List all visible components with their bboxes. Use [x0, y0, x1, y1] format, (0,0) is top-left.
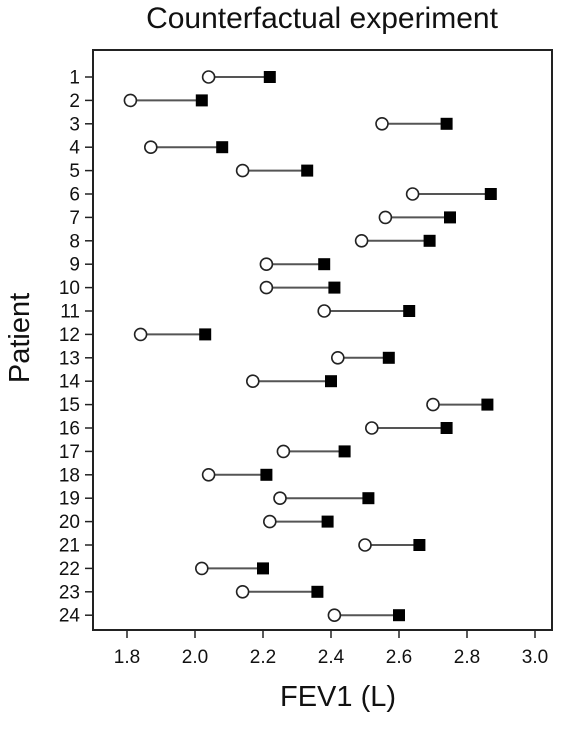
y-tick-label: 10 — [59, 278, 80, 299]
y-tick-label: 5 — [69, 161, 80, 182]
open-circle-point — [201, 467, 216, 482]
filled-square-point — [481, 398, 494, 411]
open-circle-point — [354, 234, 369, 248]
open-circle-point — [123, 93, 138, 108]
x-tick-label: 3.0 — [522, 647, 548, 668]
filled-square-point — [318, 258, 331, 271]
filled-square-point — [301, 164, 314, 177]
open-circle-point — [330, 350, 345, 365]
y-tick-label: 9 — [69, 255, 80, 276]
filled-square-point — [440, 422, 453, 434]
filled-square-point — [413, 539, 426, 551]
x-tick-label: 2.2 — [250, 647, 276, 668]
filled-square-point — [311, 585, 324, 598]
filled-square-point — [338, 445, 351, 458]
y-tick-label: 16 — [59, 419, 80, 440]
y-tick-label: 11 — [60, 302, 80, 323]
open-circle-point — [317, 304, 332, 318]
filled-square-point — [195, 94, 208, 107]
x-tick-label: 1.8 — [114, 647, 140, 668]
y-tick-label: 20 — [59, 512, 80, 533]
open-circle-point — [259, 280, 274, 295]
y-tick-label: 15 — [59, 395, 80, 416]
open-circle-point — [133, 327, 148, 342]
filled-square-point — [257, 562, 269, 575]
y-tick-label: 21 — [59, 536, 80, 557]
open-circle-point — [375, 117, 389, 131]
filled-square-point — [216, 141, 229, 154]
open-circle-point — [235, 163, 250, 178]
open-circle-point — [276, 444, 291, 459]
open-circle-point — [405, 187, 420, 201]
open-circle-point — [358, 538, 372, 552]
open-circle-point — [273, 491, 287, 506]
x-tick-label: 2.6 — [386, 647, 412, 668]
filled-square-point — [263, 71, 276, 83]
y-tick-label: 24 — [59, 606, 81, 627]
y-tick-label: 13 — [59, 348, 80, 369]
x-axis: 1.8 2.0 2.2 2.4 2.6 2.8 3.0 — [114, 630, 548, 668]
filled-square-point — [199, 328, 212, 341]
open-circle-point — [364, 421, 379, 435]
y-tick-label: 7 — [69, 208, 80, 229]
filled-square-point — [328, 281, 341, 294]
filled-square-point — [440, 117, 453, 130]
y-axis-label: Patient — [4, 293, 36, 383]
x-tick-label: 2.4 — [318, 647, 345, 668]
y-tick-label: 3 — [69, 114, 80, 135]
open-circle-point — [378, 210, 393, 225]
filled-square-point — [325, 375, 337, 388]
filled-square-point — [423, 234, 436, 247]
y-tick-label: 18 — [59, 465, 80, 486]
y-tick-label: 23 — [59, 582, 80, 603]
y-tick-label: 12 — [59, 325, 80, 346]
y-tick-label: 19 — [59, 489, 80, 510]
open-circle-point — [426, 397, 440, 412]
y-tick-label: 8 — [69, 231, 80, 252]
open-circle-point — [195, 561, 209, 576]
y-tick-label: 17 — [59, 442, 80, 463]
open-circle-point — [262, 514, 277, 529]
open-circle-point — [235, 584, 250, 599]
open-circle-point — [144, 140, 158, 154]
filled-square-point — [444, 211, 456, 224]
y-tick-label: 2 — [69, 91, 80, 112]
chart-title: Counterfactual experiment — [146, 2, 499, 35]
filled-square-point — [260, 468, 273, 481]
filled-square-point — [362, 492, 375, 505]
y-tick-label: 4 — [69, 138, 80, 159]
open-circle-point — [246, 374, 260, 389]
x-axis-label: FEV1 (L) — [280, 681, 396, 713]
y-tick-label: 1 — [69, 68, 80, 89]
plot-frame — [92, 49, 553, 631]
open-circle-point — [259, 257, 274, 272]
x-tick-label: 2.0 — [182, 647, 208, 668]
filled-square-point — [382, 351, 395, 364]
x-tick-label: 2.8 — [454, 647, 480, 668]
filled-square-point — [393, 609, 405, 622]
filled-square-point — [484, 188, 497, 200]
data-marks — [123, 70, 497, 623]
y-tick-label: 14 — [59, 372, 81, 393]
filled-square-point — [403, 305, 416, 317]
open-circle-point — [201, 70, 216, 84]
open-circle-point — [327, 608, 342, 623]
y-tick-label: 22 — [59, 559, 80, 580]
y-tick-label: 6 — [69, 185, 80, 206]
filled-square-point — [321, 515, 334, 528]
